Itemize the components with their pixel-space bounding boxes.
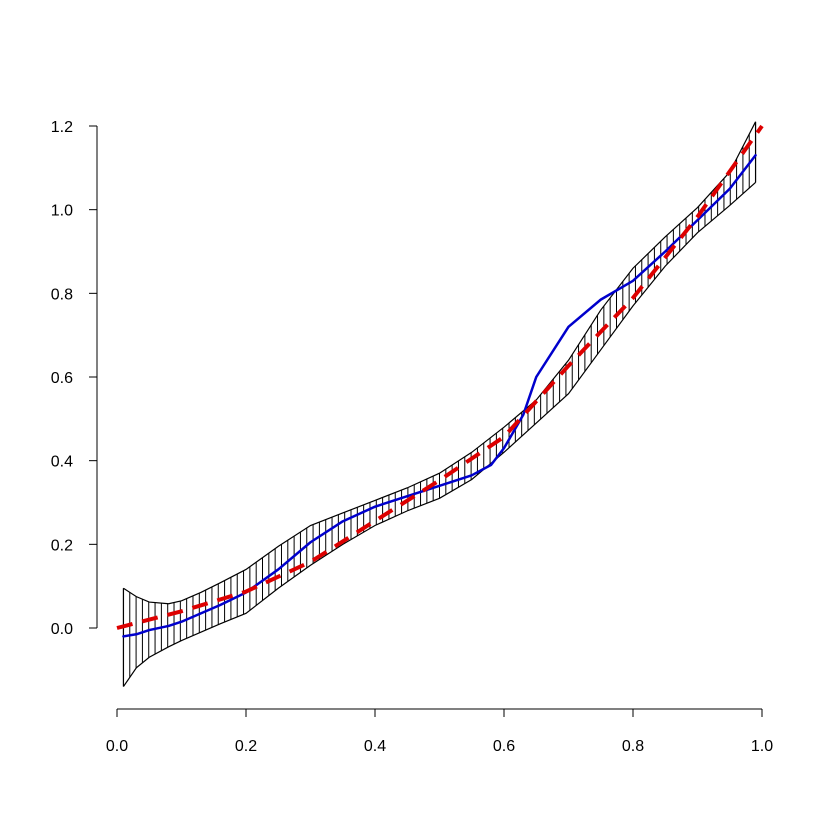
y-tick-label: 1.2 <box>51 119 73 136</box>
band-lower-boundary <box>122 182 756 687</box>
x-tick-label: 0.6 <box>493 738 515 755</box>
y-tick-label: 0.8 <box>51 286 73 303</box>
x-tick-label: 0.0 <box>106 738 128 755</box>
dashed-series-line <box>116 124 764 630</box>
x-tick-label: 0.4 <box>364 738 386 755</box>
band-upper-boundary <box>123 121 757 605</box>
solid-series-line <box>122 154 757 638</box>
y-tick-label: 0.6 <box>51 370 73 387</box>
x-tick-label: 0.8 <box>622 738 644 755</box>
x-tick-label: 0.2 <box>235 738 257 755</box>
y-axis: 0.0 0.2 0.4 0.6 0.8 1.0 1.2 <box>51 119 98 638</box>
series-lines <box>116 124 764 638</box>
x-tick-label: 1.0 <box>751 738 773 755</box>
y-tick-label: 0.0 <box>51 621 73 638</box>
y-tick-label: 1.0 <box>51 203 73 220</box>
y-tick-label: 0.2 <box>51 537 73 554</box>
x-axis: 0.0 0.2 0.4 0.6 0.8 1.0 <box>106 708 773 755</box>
y-tick-label: 0.4 <box>51 454 73 471</box>
